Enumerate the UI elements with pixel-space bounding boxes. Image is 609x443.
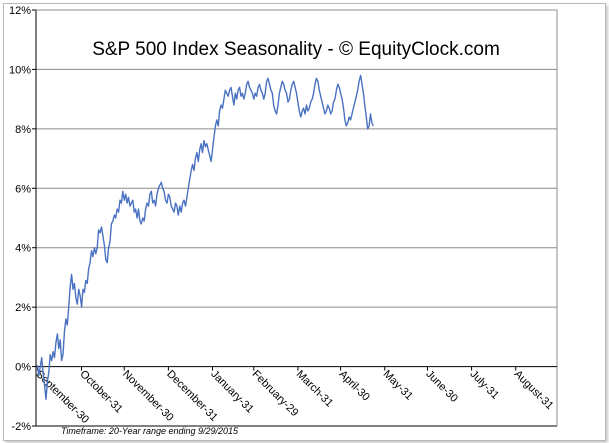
y-tick-label: 10% (9, 64, 31, 76)
x-tick-label: May-31 (381, 368, 415, 402)
y-tick-label: 6% (15, 183, 31, 195)
x-tick-label: January-31 (208, 368, 255, 415)
chart-svg: S&P 500 Index Seasonality - © EquityCloc… (9, 5, 558, 436)
y-tick-label: 0% (15, 362, 31, 374)
x-tick-label: April-30 (337, 368, 372, 403)
x-tick-label: August-31 (512, 368, 556, 412)
x-tick-label: June-30 (423, 368, 460, 405)
x-tick-label: March-31 (294, 368, 335, 409)
y-tick-labels: -2% 0% 2% 4% 6% 8% 10% 12% (9, 5, 31, 433)
series-line (36, 74, 375, 400)
chart-title: S&P 500 Index Seasonality - © EquityCloc… (92, 39, 500, 60)
x-tick-label: February-29 (250, 368, 301, 419)
y-tick-label: 2% (15, 302, 31, 314)
x-tick-labels: September-30October-31November-30Decembe… (33, 368, 555, 426)
y-tick-label: 12% (9, 5, 31, 17)
x-tick-label: July-31 (467, 368, 501, 402)
chart-frame: S&P 500 Index Seasonality - © EquityCloc… (3, 3, 606, 441)
x-tick-label: October-31 (77, 368, 124, 415)
y-tick-label: 4% (15, 243, 31, 255)
axis-layer (32, 9, 558, 427)
chart-footnote: Timeframe: 20-Year range ending 9/29/201… (61, 426, 239, 436)
y-tick-label: -2% (11, 421, 31, 433)
y-tick-label: 8% (15, 124, 31, 136)
series-layer (36, 74, 375, 400)
